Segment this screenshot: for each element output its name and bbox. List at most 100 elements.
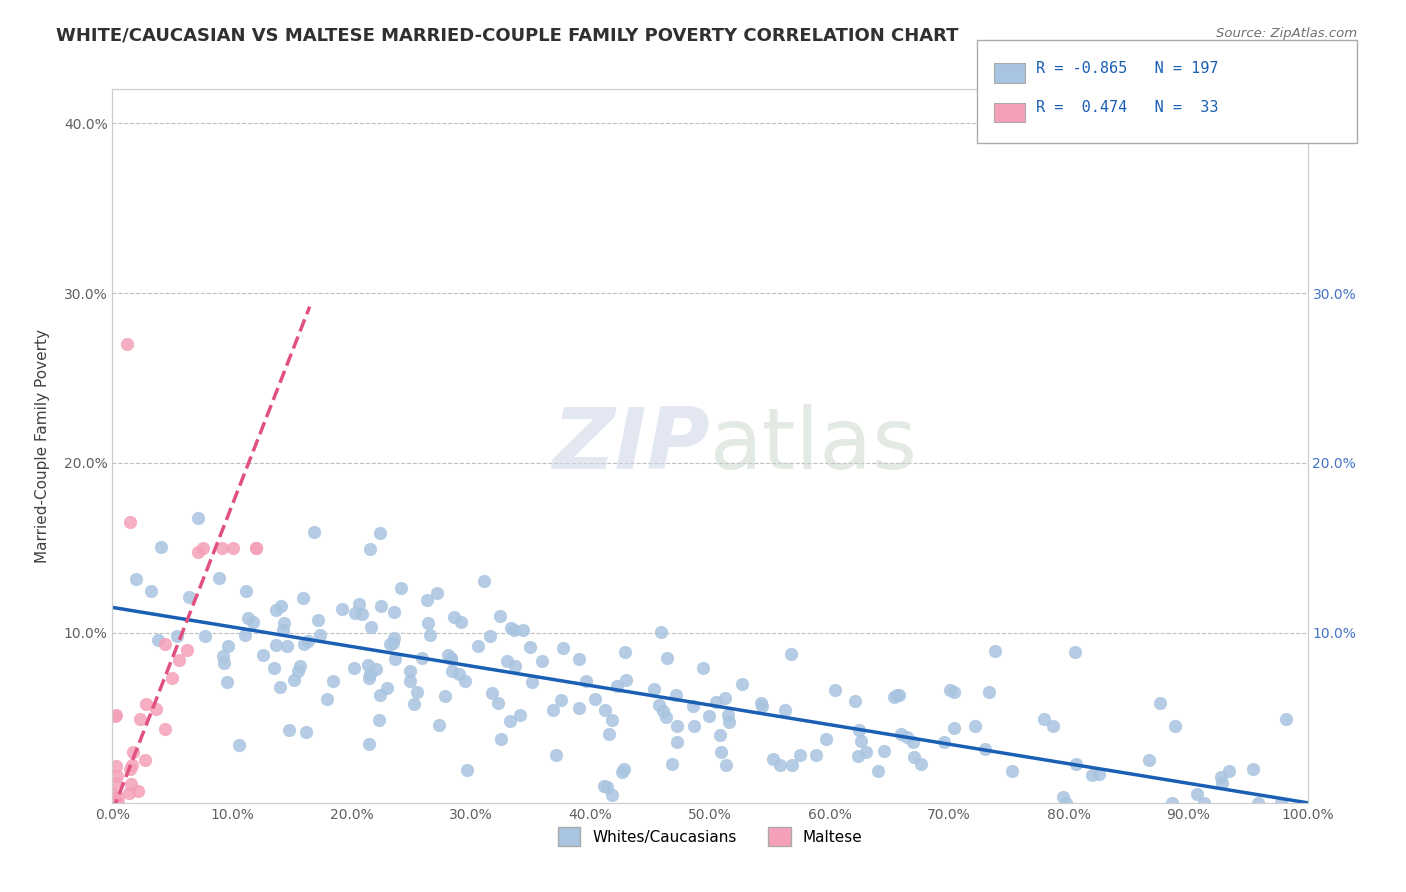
Point bbox=[650, 625, 672, 640]
Point bbox=[389, 581, 412, 595]
Point bbox=[406, 685, 429, 699]
Point bbox=[211, 541, 233, 555]
Point bbox=[426, 586, 449, 600]
Point bbox=[101, 787, 124, 801]
Point bbox=[447, 667, 470, 681]
Point bbox=[943, 685, 966, 699]
Point bbox=[647, 698, 669, 713]
Point bbox=[751, 698, 773, 713]
Point bbox=[427, 717, 450, 731]
Point bbox=[655, 710, 678, 724]
Point bbox=[479, 629, 502, 643]
Point bbox=[1209, 770, 1232, 784]
Point bbox=[302, 525, 325, 540]
Point bbox=[105, 707, 128, 722]
Point bbox=[456, 763, 478, 777]
Point bbox=[716, 707, 738, 722]
Point bbox=[384, 652, 406, 666]
Point bbox=[245, 541, 267, 555]
Point bbox=[233, 628, 256, 642]
Point bbox=[943, 721, 966, 735]
Point bbox=[263, 661, 285, 675]
Point bbox=[806, 748, 828, 763]
Point bbox=[486, 696, 509, 710]
Point bbox=[903, 750, 925, 764]
Point bbox=[155, 723, 177, 737]
Point bbox=[381, 636, 404, 650]
Point bbox=[714, 757, 737, 772]
Point bbox=[643, 681, 665, 696]
Point bbox=[665, 689, 688, 703]
Point bbox=[1088, 766, 1111, 780]
Point bbox=[683, 719, 706, 733]
Point bbox=[266, 603, 288, 617]
Point bbox=[440, 651, 463, 665]
Point bbox=[105, 759, 128, 773]
Point bbox=[467, 639, 489, 653]
Point bbox=[1054, 796, 1077, 810]
Point bbox=[382, 605, 405, 619]
Point bbox=[709, 745, 731, 759]
Point bbox=[1241, 762, 1264, 776]
Point bbox=[350, 607, 373, 621]
Point bbox=[208, 571, 231, 585]
Point bbox=[541, 703, 564, 717]
Point bbox=[145, 702, 167, 716]
Point bbox=[273, 616, 295, 631]
Point bbox=[598, 726, 620, 740]
Point bbox=[883, 690, 905, 705]
Point bbox=[520, 675, 543, 690]
Point bbox=[657, 651, 679, 665]
Point bbox=[236, 610, 259, 624]
Point bbox=[731, 676, 754, 690]
Point bbox=[699, 708, 721, 723]
Point bbox=[271, 623, 294, 637]
Point bbox=[367, 713, 389, 727]
Point bbox=[344, 606, 367, 620]
Point bbox=[436, 648, 458, 663]
Point bbox=[1001, 764, 1024, 778]
Point bbox=[593, 703, 616, 717]
Point bbox=[568, 652, 591, 666]
Point bbox=[359, 541, 381, 556]
Point bbox=[146, 633, 169, 648]
Point bbox=[704, 695, 727, 709]
Point bbox=[606, 680, 628, 694]
Text: R =  0.474   N =  33: R = 0.474 N = 33 bbox=[1036, 101, 1219, 115]
Point bbox=[297, 634, 319, 648]
Point bbox=[322, 673, 344, 688]
Point bbox=[103, 796, 125, 810]
Point bbox=[380, 637, 402, 651]
Point bbox=[717, 714, 740, 729]
Point bbox=[343, 660, 366, 674]
Point bbox=[1247, 796, 1270, 810]
Point bbox=[214, 657, 236, 671]
Point bbox=[889, 688, 911, 702]
Point bbox=[592, 780, 614, 794]
Point bbox=[121, 758, 143, 772]
Point bbox=[150, 540, 173, 554]
Point bbox=[849, 734, 872, 748]
Point bbox=[983, 644, 1005, 658]
Point bbox=[330, 601, 353, 615]
Text: R = -0.865   N = 197: R = -0.865 N = 197 bbox=[1036, 62, 1219, 76]
Point bbox=[855, 746, 877, 760]
Point bbox=[416, 615, 439, 630]
Point bbox=[245, 541, 267, 555]
Point bbox=[499, 714, 522, 728]
Point bbox=[665, 719, 688, 733]
Point bbox=[134, 753, 156, 767]
Point bbox=[814, 731, 837, 746]
Point bbox=[398, 674, 420, 689]
Point bbox=[903, 735, 925, 749]
Point bbox=[939, 683, 962, 698]
Point bbox=[187, 545, 209, 559]
Point bbox=[454, 674, 477, 689]
Point bbox=[472, 574, 495, 589]
Point bbox=[228, 738, 250, 752]
Point bbox=[222, 541, 245, 555]
Point bbox=[252, 648, 274, 663]
Point bbox=[292, 591, 315, 606]
Point bbox=[242, 615, 264, 629]
Point bbox=[187, 511, 209, 525]
